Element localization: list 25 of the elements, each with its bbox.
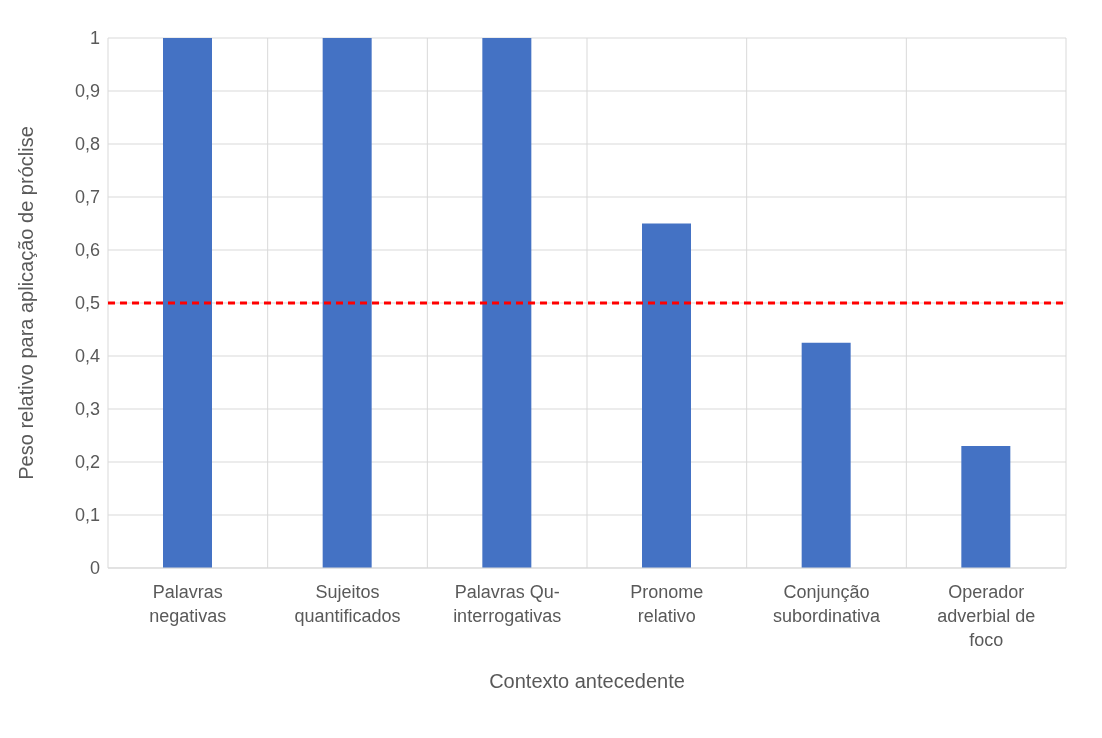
y-tick-label: 0,8 xyxy=(74,134,100,155)
y-tick-label: 0,9 xyxy=(74,81,100,102)
bar xyxy=(642,223,691,568)
x-tick-label: Operador adverbial de foco xyxy=(937,582,1036,650)
y-tick-label: 0,2 xyxy=(74,452,100,473)
bar xyxy=(961,446,1011,568)
x-tick-label: Palavras Qu-interrogativas xyxy=(453,582,562,626)
x-tick-label: Pronome relativo xyxy=(630,582,704,626)
y-tick-label: 1 xyxy=(89,28,100,49)
x-tick-label: Sujeitos quantificados xyxy=(294,582,401,626)
y-tick-label: 0 xyxy=(89,558,100,579)
y-tick-label: 0,5 xyxy=(74,293,100,314)
y-tick-label: 0,1 xyxy=(74,505,100,526)
x-axis-title: Contexto antecedente xyxy=(489,670,685,692)
y-tick-label: 0,3 xyxy=(74,399,100,420)
bar xyxy=(482,38,532,568)
y-axis-title: Peso relativo para aplicação de próclise xyxy=(15,126,38,480)
y-tick-label: 0,4 xyxy=(74,346,100,367)
y-tick-label: 0,7 xyxy=(74,187,100,208)
bar xyxy=(801,342,851,568)
y-tick-label: 0,6 xyxy=(74,240,100,261)
bar xyxy=(163,38,212,568)
x-tick-label: Conjunção subordinativa xyxy=(772,582,882,626)
bar xyxy=(322,38,372,568)
x-tick-label: Palavras negativas xyxy=(149,582,227,626)
